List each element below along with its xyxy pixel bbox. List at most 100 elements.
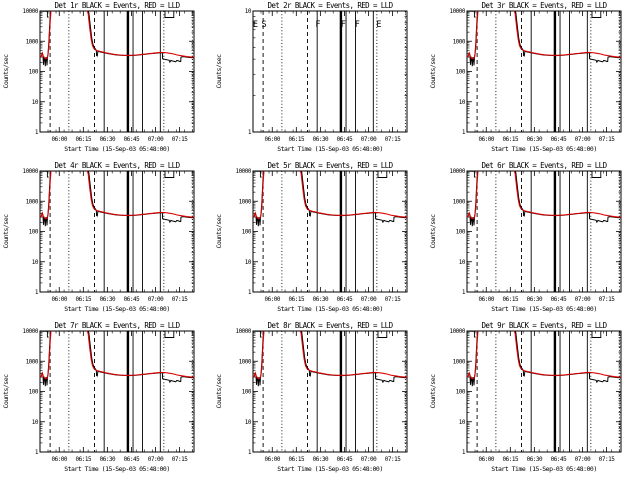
x-tick-label: 06:00: [51, 456, 67, 463]
y-tick-label: 1000: [452, 358, 465, 365]
y-tick-label: 100: [29, 389, 39, 396]
y-tick-label: 10000: [22, 8, 38, 15]
x-tick-label: 07:15: [385, 456, 401, 463]
y-axis-label: Counts/sec: [2, 374, 10, 409]
flag-segment: [164, 331, 175, 338]
y-axis-label: Counts/sec: [429, 374, 437, 409]
y-tick-label: 1000: [26, 38, 39, 45]
plot-det-7r: Det 7r BLACK = Events, RED = LLD 1 10 100 10…: [2, 321, 195, 473]
y-axis-label: Counts/sec: [2, 54, 10, 89]
plot-frame: [252, 330, 408, 453]
x-tick-label: 06:45: [337, 296, 353, 303]
flag-segment: [591, 171, 601, 178]
y-tick-label: 1000: [452, 198, 465, 205]
x-tick-label: 07:00: [574, 136, 590, 143]
x-tick-label: 07:00: [361, 456, 377, 463]
lld-curve: [39, 331, 194, 380]
lld-curve: [466, 11, 621, 60]
event-letter-E: E: [253, 20, 258, 30]
event-letter-S: S: [262, 20, 267, 30]
x-tick-label: 06:30: [100, 296, 116, 303]
plot-title: Det 1r BLACK = Events, RED = LLD: [54, 1, 180, 10]
plot-det-9r: Det 9r BLACK = Events, RED = LLD 1 10 100 10…: [429, 321, 622, 473]
x-tick-label: 06:30: [313, 456, 329, 463]
x-tick-label: 07:15: [172, 136, 188, 143]
y-tick-label: 10: [245, 419, 252, 426]
plot-frame: [39, 330, 195, 453]
plot-frame: [39, 170, 195, 293]
plot-title: Det 3r BLACK = Events, RED = LLD: [481, 1, 607, 10]
flag-segment: [39, 171, 49, 178]
x-tick-label: 06:45: [124, 296, 140, 303]
plot-cell-det-1r: Det 1r BLACK = Events, RED = LLD 1 10 100 10…: [0, 0, 213, 160]
x-tick-label: 06:30: [313, 296, 329, 303]
y-tick-label: 10000: [22, 328, 38, 335]
x-tick-label: 06:15: [502, 456, 518, 463]
x-tick-label: 06:15: [76, 136, 92, 143]
x-tick-label: 06:00: [265, 136, 281, 143]
plot-det-8r: Det 8r BLACK = Events, RED = LLD 1 10 100 10…: [215, 321, 408, 473]
plot-frame: [252, 170, 408, 293]
y-tick-label: 1: [248, 129, 252, 136]
y-tick-label: 100: [455, 69, 465, 76]
flag-segment: [377, 171, 388, 178]
plot-frame: [39, 10, 195, 133]
x-tick-label: 06:45: [550, 296, 566, 303]
y-axis-label: Counts/sec: [429, 214, 437, 249]
event-letter-F: F: [341, 20, 346, 30]
x-tick-label: 06:30: [313, 136, 329, 143]
x-tick-label: 06:15: [502, 296, 518, 303]
x-axis-label: Start Time (15-Sep-03 05:48:00): [278, 305, 384, 313]
x-tick-label: 06:45: [550, 136, 566, 143]
x-tick-label: 06:00: [51, 296, 67, 303]
plot-frame: [252, 10, 408, 133]
lld-curve: [39, 11, 194, 60]
plot-title: Det 8r BLACK = Events, RED = LLD: [268, 321, 394, 330]
x-tick-label: 06:45: [337, 456, 353, 463]
x-tick-label: 06:15: [76, 456, 92, 463]
x-tick-label: 07:00: [148, 456, 164, 463]
y-tick-label: 10: [32, 259, 39, 266]
plot-cell-det-2r: Det 2r BLACK = Events, RED = LLD 1 10 06:00…: [213, 0, 426, 160]
x-tick-label: 06:30: [526, 456, 542, 463]
x-axis-label: Start Time (15-Sep-03 05:48:00): [64, 465, 170, 473]
plot-det-2r: Det 2r BLACK = Events, RED = LLD 1 10 06:00…: [215, 1, 408, 153]
x-tick-label: 06:00: [478, 456, 494, 463]
y-tick-label: 10000: [236, 168, 252, 175]
x-tick-label: 07:00: [148, 296, 164, 303]
y-tick-label: 1: [248, 449, 252, 456]
y-tick-label: 100: [29, 229, 39, 236]
lld-curve: [466, 331, 621, 380]
y-tick-label: 100: [242, 229, 252, 236]
y-tick-label: 1000: [239, 198, 252, 205]
x-axis-label: Start Time (15-Sep-03 05:48:00): [491, 145, 597, 153]
plot-frame: [466, 330, 622, 453]
x-axis-label: Start Time (15-Sep-03 05:48:00): [278, 145, 384, 153]
y-tick-label: 100: [455, 229, 465, 236]
y-axis-label: Counts/sec: [2, 214, 10, 249]
y-tick-label: 100: [29, 69, 39, 76]
x-tick-label: 06:45: [124, 136, 140, 143]
x-tick-label: 06:15: [502, 136, 518, 143]
x-tick-label: 06:30: [100, 456, 116, 463]
plot-det-5r: Det 5r BLACK = Events, RED = LLD 1 10 100 10…: [215, 161, 408, 313]
x-tick-label: 06:15: [289, 456, 305, 463]
plot-cell-det-8r: Det 8r BLACK = Events, RED = LLD 1 10 100 10…: [213, 320, 426, 480]
lld-curve: [253, 171, 408, 220]
flag-segment: [466, 171, 476, 178]
x-tick-label: 07:15: [172, 456, 188, 463]
y-tick-label: 10: [32, 419, 39, 426]
flag-segment: [466, 331, 476, 338]
y-tick-label: 1000: [452, 38, 465, 45]
flag-segment: [466, 11, 476, 18]
y-tick-label: 10000: [22, 168, 38, 175]
x-tick-label: 07:15: [598, 136, 614, 143]
plot-cell-det-7r: Det 7r BLACK = Events, RED = LLD 1 10 100 10…: [0, 320, 213, 480]
y-tick-label: 1000: [26, 358, 39, 365]
flag-segment: [164, 11, 175, 18]
y-tick-label: 10: [458, 99, 465, 106]
plot-cell-det-9r: Det 9r BLACK = Events, RED = LLD 1 10 100 10…: [427, 320, 640, 480]
x-tick-label: 07:00: [574, 296, 590, 303]
y-tick-label: 10000: [449, 328, 465, 335]
